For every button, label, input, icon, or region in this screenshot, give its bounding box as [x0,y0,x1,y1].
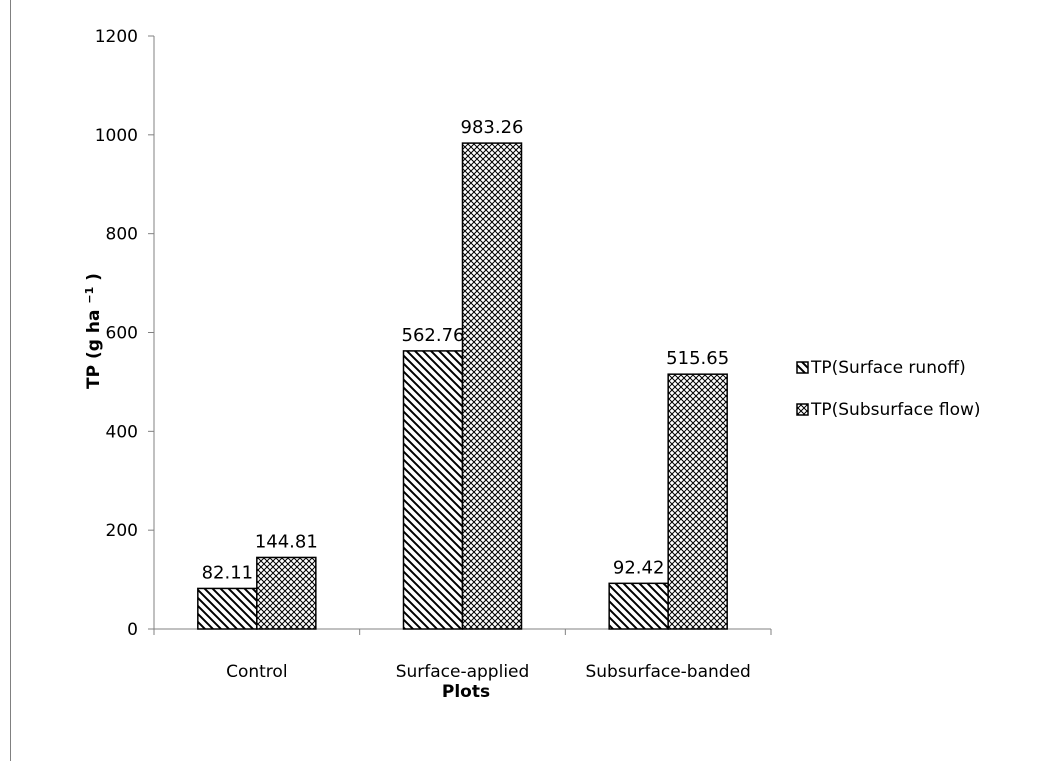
data-label-subsurface-flow: 983.26 [461,117,524,138]
y-tick-label: 200 [106,521,138,541]
x-tick-label: Subsurface-banded [585,662,750,682]
data-label-surface-runoff: 92.42 [613,557,665,578]
bar-subsurface-flow [461,142,523,630]
y-axis: 0 200 400 600 800 1000 1200 [95,27,155,640]
y-axis-title-main: TP (g ha [84,310,104,389]
x-tick-label: Control [226,662,287,682]
legend-label-surface-runoff: TP(Surface runoff) [810,358,966,378]
data-label-surface-runoff: 562.76 [402,325,465,346]
y-axis-title: TP (g ha −1 ) [83,273,105,389]
y-tick-label: 600 [106,324,138,344]
y-tick-label: 0 [127,620,138,640]
data-label-subsurface-flow: 144.81 [255,531,318,552]
y-axis-title-close: ) [84,273,104,281]
y-axis-title-sup: −1 [83,287,96,304]
y-tick-label: 1200 [95,27,138,47]
legend-label-subsurface-flow: TP(Subsurface flow) [810,400,981,420]
legend-swatch-subsurface-flow [796,403,809,416]
y-tick-label: 1000 [95,126,138,146]
bars [197,142,728,630]
data-label-subsurface-flow: 515.65 [666,348,729,369]
bar-subsurface-flow [256,556,317,630]
bar-subsurface-flow [667,373,728,630]
y-tick-label: 400 [106,422,138,442]
legend-swatch-surface-runoff [796,361,809,374]
y-tick-label: 800 [106,225,138,245]
legend: TP(Surface runoff) TP(Subsurface flow) [796,358,981,420]
x-tick-label: Surface-applied [396,662,530,682]
bar-surface-runoff [608,582,669,630]
data-labels: 82.11 562.76 92.42 144.81 983.26 515.65 [202,117,730,583]
bar-surface-runoff [197,587,258,630]
x-axis: Control Surface-applied Subsurface-banded [153,628,772,682]
chart-frame [10,0,1039,761]
data-label-surface-runoff: 82.11 [202,562,254,583]
x-axis-title: Plots [442,682,490,702]
bar-surface-runoff [402,350,464,630]
